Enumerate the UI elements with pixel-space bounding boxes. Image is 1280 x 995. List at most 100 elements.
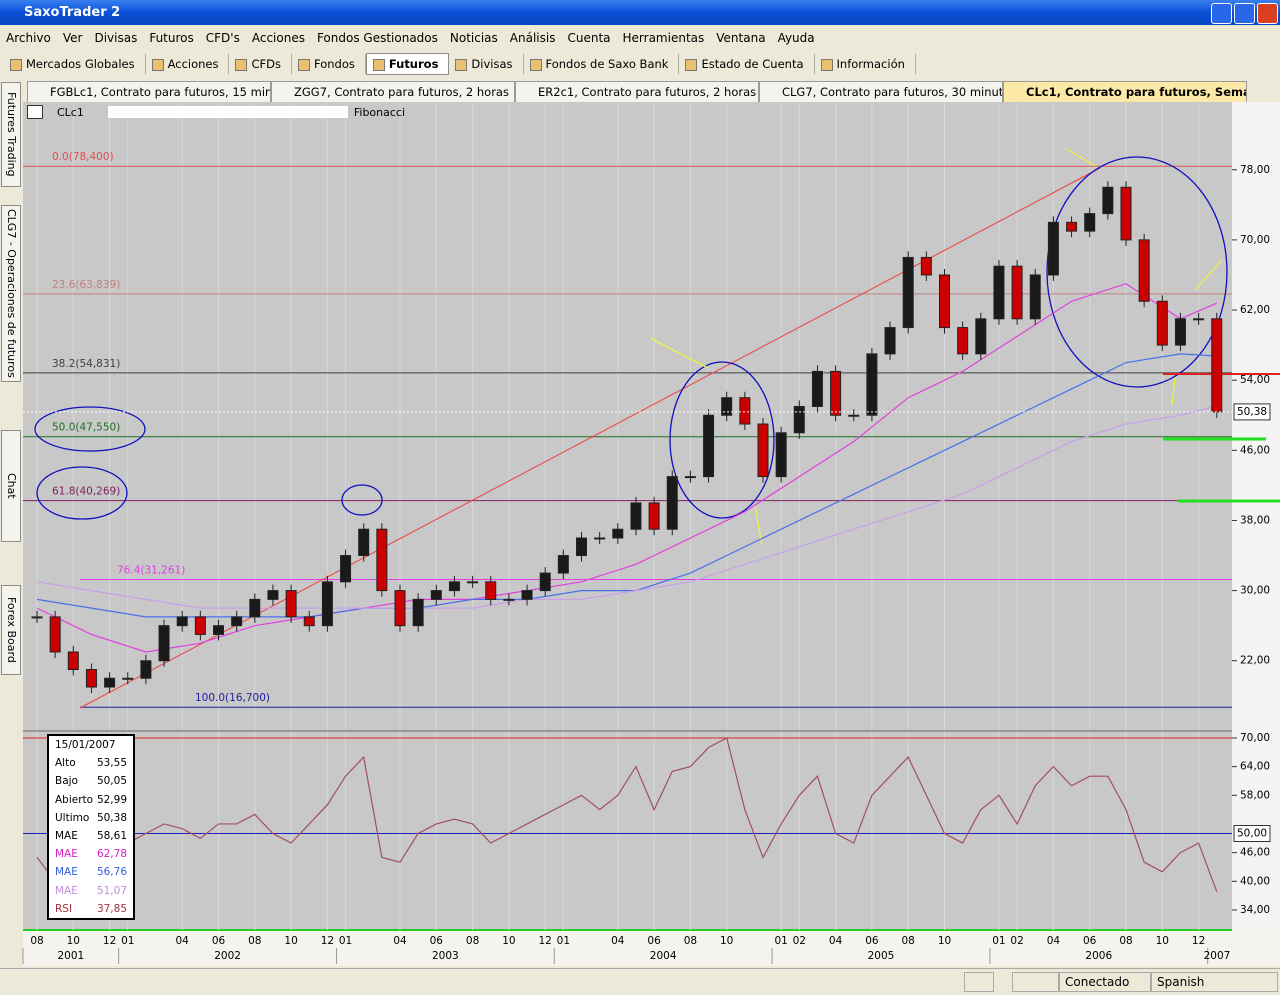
- candle: [848, 414, 860, 417]
- menu-item[interactable]: Ayuda: [777, 31, 815, 45]
- x-tick-label: 08: [902, 935, 915, 947]
- annotation-circle: [34, 406, 146, 452]
- menu-item[interactable]: Ventana: [716, 31, 766, 45]
- minimize[interactable]: [1211, 3, 1232, 24]
- menu-item[interactable]: Herramientas: [622, 31, 705, 45]
- candle: [467, 581, 479, 584]
- x-tick-label: 12: [103, 935, 116, 947]
- fib-label: 0.0(78,400): [52, 151, 114, 163]
- candle: [1047, 221, 1059, 276]
- menu-item[interactable]: Noticias: [449, 31, 498, 45]
- status-bar: Conectado Spanish: [0, 968, 1280, 995]
- toolbar-button[interactable]: Mercados Globales: [4, 54, 146, 74]
- candle: [648, 502, 660, 530]
- maximize[interactable]: [1234, 3, 1255, 24]
- menu-item[interactable]: Archivo: [6, 31, 51, 45]
- x-tick-label: 06: [1083, 935, 1097, 947]
- chart-tab[interactable]: CLG7, Contrato para futuros, 30 minutos: [759, 81, 1003, 102]
- side-tab[interactable]: Forex Board: [1, 585, 21, 675]
- candle: [1011, 265, 1023, 320]
- title-bar: SaxoTrader 2: [0, 0, 1280, 25]
- info-label: MAE: [55, 848, 78, 861]
- y-tick-label: 70,00: [1240, 234, 1270, 246]
- toolbar-button[interactable]: Acciones: [146, 54, 230, 74]
- x-tick-label: 01: [774, 935, 787, 947]
- toolbar-button[interactable]: Fondos: [292, 54, 366, 74]
- side-tab[interactable]: Chat: [1, 430, 21, 542]
- toolbar-button[interactable]: Información: [815, 54, 916, 74]
- y-tick-label: 38,00: [1240, 514, 1270, 526]
- year-label: 2003: [432, 950, 459, 962]
- info-value: 52,99: [96, 793, 127, 806]
- candle: [430, 590, 442, 600]
- candle: [303, 616, 315, 627]
- toolbar-button[interactable]: Futuros: [365, 53, 450, 75]
- candle: [376, 528, 388, 592]
- reference-box: [1233, 825, 1271, 843]
- side-tab[interactable]: Futures Trading: [1, 82, 21, 187]
- candle: [757, 423, 769, 478]
- symbol[interactable]: CLc1: [57, 105, 84, 119]
- candle: [358, 528, 370, 557]
- x-tick-label: 08: [248, 935, 261, 947]
- candle: [1174, 318, 1186, 346]
- candle: [412, 598, 424, 627]
- year-label: 2007: [1204, 950, 1231, 962]
- fib-label: 38.2(54,831): [52, 358, 120, 370]
- rsi-panel: [23, 732, 1232, 930]
- close[interactable]: [1257, 3, 1278, 24]
- chart-tab[interactable]: CLc1, Contrato para futuros, Semanal: [1003, 81, 1247, 102]
- chart-tab[interactable]: ER2c1, Contrato para futuros, 2 horas: [515, 81, 759, 102]
- candle: [1066, 221, 1078, 232]
- toolbar-button[interactable]: Divisas: [449, 54, 524, 74]
- info-label: Abierto: [55, 793, 94, 806]
- candle: [49, 616, 61, 653]
- menu-item[interactable]: Análisis: [509, 31, 556, 45]
- chart-tab[interactable]: FGBLc1, Contrato para futuros, 15 minuto…: [27, 81, 271, 102]
- study[interactable]: Fibonacci: [353, 105, 406, 119]
- x-tick-label: 12: [1192, 935, 1205, 947]
- toolbar-button[interactable]: CFDs: [229, 54, 292, 74]
- x-tick-label: 01: [992, 935, 1005, 947]
- toolbar-button[interactable]: Estado de Cuenta: [679, 54, 815, 74]
- candle: [539, 572, 551, 592]
- y-tick-label: 30,00: [1240, 585, 1270, 597]
- x-tick-label: 06: [865, 935, 879, 947]
- info-label: Ultimo: [55, 811, 90, 824]
- annotation-circle: [341, 484, 383, 516]
- menu-item[interactable]: Cuenta: [567, 31, 611, 45]
- y-tick-label: 22,00: [1240, 655, 1270, 667]
- menu-item[interactable]: Acciones: [251, 31, 305, 45]
- x-tick-label: 04: [829, 935, 843, 947]
- symbol-input[interactable]: [107, 106, 348, 118]
- candle: [321, 581, 333, 627]
- toolbar-button[interactable]: Fondos de Saxo Bank: [524, 54, 680, 74]
- info-label: Bajo: [55, 775, 78, 788]
- menu-item[interactable]: Futuros: [149, 31, 194, 45]
- candle: [739, 397, 751, 425]
- info-value: 50,38: [96, 811, 127, 824]
- candle: [830, 370, 842, 416]
- x-tick-label: 08: [684, 935, 697, 947]
- x-tick-label: 08: [1119, 935, 1132, 947]
- menu-item[interactable]: Fondos Gestionados: [316, 31, 438, 45]
- chart-tab[interactable]: ZGG7, Contrato para futuros, 2 horas: [271, 81, 515, 102]
- fib-label: 23.6(63,839): [52, 279, 120, 291]
- year-label: 2006: [1085, 950, 1112, 962]
- side-tab[interactable]: CLG7 - Operaciones de futuros: [1, 205, 21, 382]
- candle: [576, 537, 587, 557]
- menu-item[interactable]: CFD's: [205, 31, 240, 45]
- candle: [1120, 186, 1132, 241]
- info-label: RSI: [55, 902, 73, 915]
- x-tick-label: 01: [557, 935, 570, 947]
- candle: [1102, 186, 1114, 215]
- candle: [85, 669, 97, 688]
- reference-label: 50,00: [1237, 828, 1267, 840]
- menu-item[interactable]: Divisas: [94, 31, 138, 45]
- info-row: Bajo 50,05: [49, 772, 133, 790]
- y-tick-label: 78,00: [1240, 164, 1270, 176]
- menu-item[interactable]: Ver: [62, 31, 83, 45]
- dropdown[interactable]: [27, 105, 43, 119]
- annotation-arrow: [649, 337, 709, 369]
